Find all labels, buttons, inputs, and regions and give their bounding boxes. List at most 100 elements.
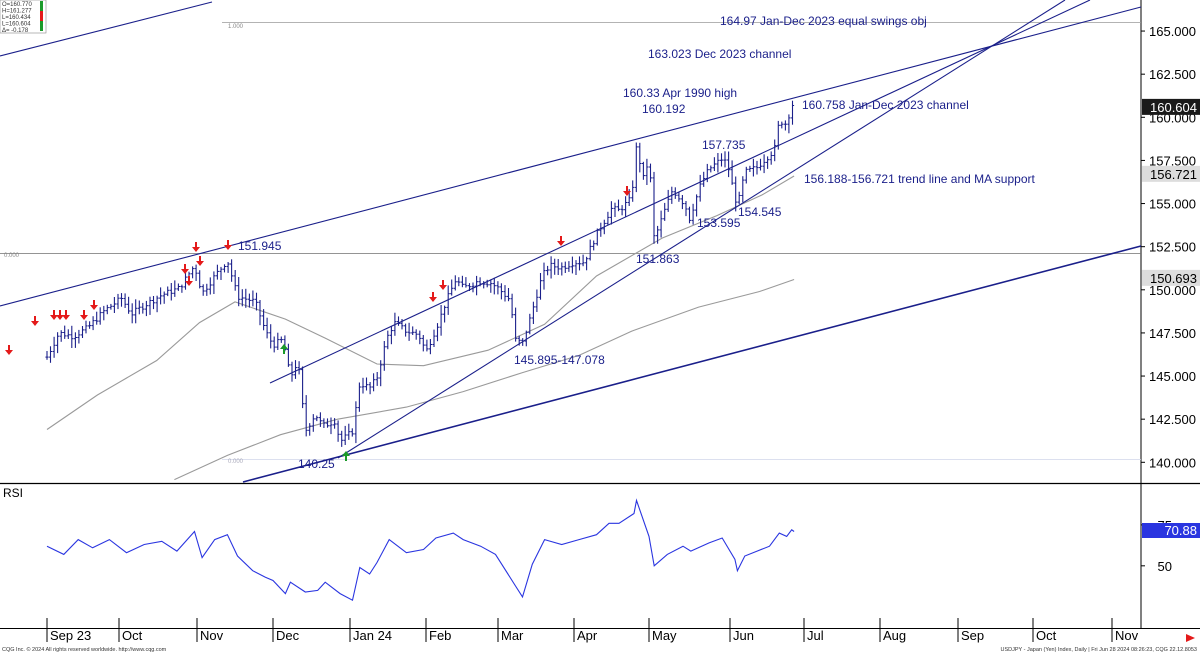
date-tick-label: Jan 24 — [353, 628, 392, 643]
rsi-line — [46, 498, 795, 602]
date-axis: Sep 23 Oct Nov Dec Jan 24 Feb Mar Apr May Jun Jul A… — [46, 618, 1139, 643]
upper-channel-line — [0, 6, 1142, 307]
price-flag-bg — [1142, 269, 1200, 286]
price-flag-bg — [1142, 98, 1200, 115]
price-tick-label: 150.000 — [1149, 283, 1196, 298]
date-tick-label: Sep 23 — [50, 628, 91, 643]
price-tick-label: 155.000 — [1149, 197, 1196, 212]
price-flag-label: 156.721 — [1150, 167, 1197, 182]
down-arrow-icon — [439, 280, 447, 290]
down-arrow-icon — [181, 264, 189, 274]
annotation-153-595: 153.595 — [697, 216, 741, 230]
date-tick-label: Oct — [1036, 628, 1057, 643]
price-panel — [0, 0, 1141, 483]
annotation-157-735: 157.735 — [702, 138, 746, 152]
date-tick-label: Mar — [501, 628, 524, 643]
ohlc-low: L=160.434 — [2, 15, 31, 21]
moving-averages — [46, 175, 795, 481]
date-tick-label: Oct — [122, 628, 143, 643]
annotation-154-545: 154.545 — [738, 205, 782, 219]
date-tick-label: Sep — [961, 628, 984, 643]
annotation-equal-swings: 164.97 Jan-Dec 2023 equal swings obj — [720, 14, 927, 28]
annotation-160-192: 160.192 — [642, 102, 686, 116]
ohlc-last-marker — [40, 21, 43, 31]
dec-2023-channel-lower — [337, 0, 1066, 459]
price-flag-bg — [1142, 165, 1200, 182]
ohlc-up-marker — [40, 1, 43, 11]
date-tick-label: Jun — [733, 628, 754, 643]
signal-arrows — [5, 186, 631, 461]
rsi-panel-title: RSI — [3, 486, 23, 500]
long-term-support-line — [242, 245, 1142, 483]
rsi-value-flag-bg — [1142, 523, 1200, 538]
rsi-value-flag-label: 70.88 — [1164, 523, 1197, 538]
price-tick-label: 152.500 — [1149, 240, 1196, 255]
down-arrow-icon — [62, 310, 70, 320]
footer-instrument-info: USDJPY - Japan (Yen) Index, Daily | Fri … — [1001, 647, 1198, 653]
fib-label-top: 1.000 — [228, 24, 244, 30]
price-axis: 165.000162.500160.000157.500155.000152.5… — [1141, 24, 1196, 470]
price-flag-label: 150.693 — [1150, 271, 1197, 286]
date-tick-label: Aug — [883, 628, 906, 643]
fib-label-mid: 0.000 — [4, 253, 20, 259]
price-tick-label: 142.500 — [1149, 412, 1196, 427]
down-arrow-icon — [557, 236, 565, 246]
price-tick-label: 147.500 — [1149, 326, 1196, 341]
price-tick-label: 162.500 — [1149, 67, 1196, 82]
down-arrow-icon — [90, 300, 98, 310]
price-tick-label: 140.000 — [1149, 455, 1196, 470]
ohlc-open: O=160.770 — [2, 2, 33, 8]
dec-2023-channel-upper — [269, 0, 1091, 384]
price-tick-label: 157.500 — [1149, 153, 1196, 168]
ohlc-down-marker — [40, 11, 43, 21]
up-arrow-icon — [280, 344, 288, 354]
date-tick-label: Nov — [1115, 628, 1139, 643]
price-tick-label: 165.000 — [1149, 24, 1196, 39]
up-arrow-icon — [342, 451, 350, 461]
date-tick-label: Feb — [429, 628, 451, 643]
down-arrow-icon — [5, 345, 13, 355]
down-arrow-icon — [192, 242, 200, 252]
trend-lines — [0, 0, 1142, 483]
annotation-jan-dec-channel: 160.758 Jan-Dec 2023 channel — [802, 98, 969, 112]
annotation-dec-channel: 163.023 Dec 2023 channel — [648, 47, 791, 61]
upper-channel-line-top-left — [0, 1, 213, 57]
annotation-151-863: 151.863 — [636, 252, 680, 266]
annotation-apr-1990-high: 160.33 Apr 1990 high — [623, 86, 737, 100]
annotation-151-945: 151.945 — [238, 239, 282, 253]
footer-copyright: CQG Inc. © 2024 All rights reserved worl… — [2, 646, 167, 653]
down-arrow-icon — [50, 310, 58, 320]
price-flag-label: 160.604 — [1150, 100, 1197, 115]
ohlc-high: H=161.277 — [2, 9, 32, 15]
price-flags: 160.604 156.721 150.693 — [1142, 98, 1200, 286]
ohlc-last: L=160.604 — [2, 22, 31, 28]
price-tick-label: 145.000 — [1149, 369, 1196, 384]
rsi-value-flag: 70.88 — [1142, 523, 1200, 538]
down-arrow-icon — [429, 292, 437, 302]
date-tick-label: Dec — [276, 628, 300, 643]
ohlc-box: O=160.770 H=161.277 L=160.434 L=160.604 … — [0, 0, 47, 34]
date-tick-label: Jul — [807, 628, 824, 643]
down-arrow-icon — [31, 316, 39, 326]
annotation-trend-ma-support: 156.188-156.721 trend line and MA suppor… — [804, 172, 1036, 186]
down-arrow-icon — [56, 310, 64, 320]
fib-label-low: 0.000 — [228, 459, 244, 465]
annotation-140-25: 140.25 — [298, 457, 335, 471]
date-tick-label: Nov — [200, 628, 224, 643]
down-arrow-icon — [185, 276, 193, 286]
down-arrow-icon — [623, 186, 631, 196]
scroll-right-icon[interactable] — [1186, 634, 1195, 642]
date-tick-label: Apr — [577, 628, 598, 643]
ohlc-box-frame — [0, 0, 47, 34]
ohlc-change: Δ= -0.178 — [2, 28, 29, 34]
down-arrow-icon — [224, 240, 232, 250]
price-bars — [45, 100, 795, 447]
annotation-145-895-147-078: 145.895-147.078 — [514, 353, 605, 367]
moving-average-line — [174, 278, 795, 481]
date-tick-label: May — [652, 628, 677, 643]
annotations: 164.97 Jan-Dec 2023 equal swings obj 163… — [238, 14, 1036, 471]
down-arrow-icon — [80, 310, 88, 320]
rsi-tick-label: 50 — [1158, 559, 1172, 574]
down-arrow-icon — [196, 256, 204, 266]
